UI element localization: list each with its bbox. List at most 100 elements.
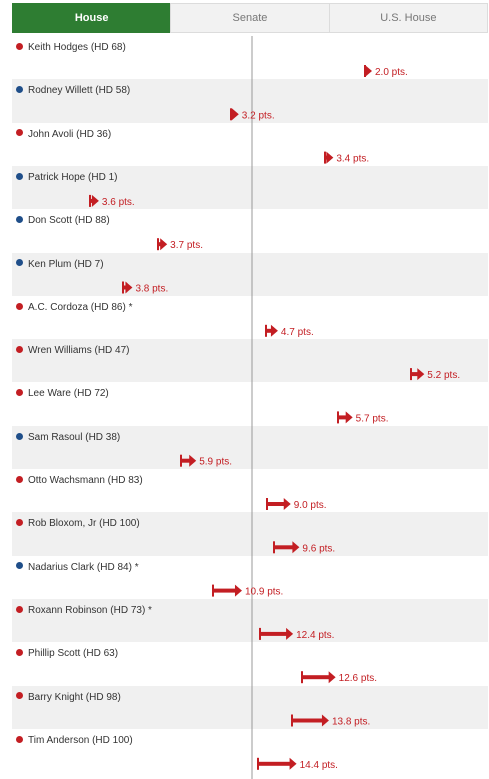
party-dot [16,562,23,570]
arrow-shaft [180,458,191,463]
chamber-tabs: House Senate U.S. House [12,3,488,33]
arrow-shaft [257,761,291,766]
candidate-name: Rodney Willett (HD 58) [28,85,131,97]
shift-value-label: 10.9 pts. [245,587,283,598]
shift-arrow: 5.9 pts. [180,454,232,468]
chart-marks: 2.0 pts. 3.2 pts. 3.4 pts. 3.6 pts. 3.7 pts.… [89,36,460,779]
arrow-head [417,368,425,381]
chart-row: Nadarius Clark (HD 84) * [12,556,488,599]
candidate-name: Roxann Robinson (HD 73) * [28,604,152,616]
shift-value-label: 5.9 pts. [199,457,232,468]
shift-arrow: 5.2 pts. [410,368,460,381]
candidate-name: Keith Hodges (HD 68) [28,42,126,53]
tab-house[interactable]: House [12,3,171,33]
party-dot [16,172,23,180]
candidate-label: A.C. Cordoza (HD 86) * [16,302,132,313]
candidate-name: Rob Bloxom, Jr (HD 100) [28,518,140,530]
candidate-label: Rob Bloxom, Jr (HD 100) [16,518,140,529]
shift-arrow: 3.2 pts. [230,108,275,121]
shift-value-label: 3.8 pts. [135,284,168,295]
party-dot [16,605,23,613]
shift-value-label: 3.4 pts. [336,154,369,165]
arrow-shaft [273,545,294,550]
arrow-head [326,151,334,164]
arrow-head [321,714,329,727]
candidate-name: A.C. Cordoza (HD 86) * [28,301,133,313]
arrow-shaft [212,588,236,593]
shift-value-label: 2.0 pts. [375,67,408,78]
shift-value-label: 5.2 pts. [427,370,460,381]
chart-row: Lee Ware (HD 72) [12,382,488,425]
arrow-head [91,194,99,207]
shift-arrow: 12.6 pts. [301,671,377,684]
candidate-label: John Avoli (HD 36) [16,129,111,140]
arrow-shaft [89,198,93,203]
tab-senate[interactable]: Senate [170,3,329,33]
candidate-label: Lee Ware (HD 72) [16,388,109,399]
shift-arrow: 13.8 pts. [291,714,370,728]
candidate-name: Don Scott (HD 88) [28,215,110,227]
candidate-name: Barry Knight (HD 98) [28,691,121,703]
shift-arrow: 3.6 pts. [89,194,135,208]
candidate-label: Phillip Scott (HD 63) [16,648,118,659]
candidate-name: Patrick Hope (HD 1) [28,171,118,183]
shift-chart: Keith Hodges (HD 68) Rodney Willett (HD 5… [12,36,488,779]
candidate-label: Sam Rasoul (HD 38) [16,432,120,443]
candidate-name: Phillip Scott (HD 63) [28,648,119,660]
arrow-shaft [301,675,330,680]
party-dot [16,259,23,267]
party-dot [16,519,23,527]
tab-us-house[interactable]: U.S. House [328,3,488,33]
party-dot [16,42,23,50]
candidate-label: Don Scott (HD 88) [16,215,110,226]
candidate-label: Rodney Willett (HD 58) [16,85,130,96]
arrow-shaft [337,415,347,420]
candidate-name: Otto Wachsmann (HD 83) [28,475,143,486]
arrow-head [328,671,336,684]
arrow-shaft [291,718,323,723]
shift-value-label: 3.7 pts. [170,240,203,251]
shift-value-label: 12.4 pts. [296,630,334,641]
chart-row: Sam Rasoul (HD 38) [12,425,488,469]
party-dot [16,735,23,743]
shift-arrow: 10.9 pts. [212,584,283,598]
party-dot [16,649,23,657]
party-dot [16,86,23,94]
arrow-head [365,65,372,77]
arrow-head [286,627,294,640]
chart-row: Don Scott (HD 88) [12,209,488,252]
candidate-label: Tim Anderson (HD 100) [16,735,133,746]
arrow-head [345,411,353,424]
shift-arrow: 2.0 pts. [364,65,408,78]
candidate-label: Wren Williams (HD 47) [16,345,130,356]
candidate-name: Nadarius Clark (HD 84) * [28,561,139,573]
arrow-shaft [157,242,162,247]
arrow-shaft [259,631,288,636]
party-dot [16,345,23,353]
chart-row: Wren Williams (HD 47) [12,339,488,383]
chart-row: Otto Wachsmann (HD 83) [12,469,488,512]
shift-arrow: 14.4 pts. [257,757,338,771]
candidate-label: Nadarius Clark (HD 84) * [16,562,139,573]
party-dot [16,475,23,483]
arrow-head [292,541,300,554]
shift-value-label: 13.8 pts. [332,717,370,728]
arrow-head [125,281,133,294]
shift-arrow: 5.7 pts. [337,411,388,424]
shift-value-label: 3.6 pts. [102,197,135,208]
shift-value-label: 9.0 pts. [294,500,327,511]
chart-row: Tim Anderson (HD 100) [12,729,488,772]
candidate-label: Ken Plum (HD 7) [16,259,104,270]
shift-value-label: 5.7 pts. [356,413,389,424]
arrow-shaft [410,372,419,377]
arrow-shaft [324,155,328,160]
party-dot [16,216,23,224]
party-dot [16,129,23,137]
chart-row: Rodney Willett (HD 58) [12,79,488,123]
shift-arrow: 3.8 pts. [122,281,168,295]
candidate-name: Wren Williams (HD 47) [28,345,130,357]
shift-arrow: 9.6 pts. [273,541,335,554]
arrow-head [270,324,278,337]
candidate-name: John Avoli (HD 36) [28,128,112,140]
candidate-name: Sam Rasoul (HD 38) [28,431,121,443]
